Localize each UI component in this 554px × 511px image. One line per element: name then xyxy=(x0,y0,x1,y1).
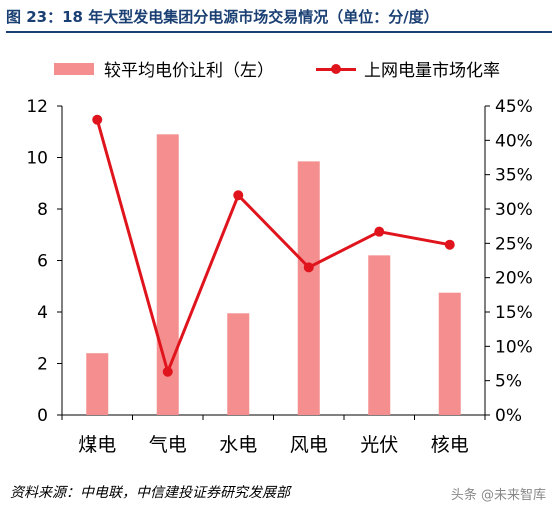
bar-气电 xyxy=(156,134,179,415)
y-left-tick-label: 12 xyxy=(26,97,48,117)
chart-title: 图 23：18 年大型发电集团分电源市场交易情况（单位：分/度） xyxy=(6,8,439,26)
y-left-tick-label: 8 xyxy=(37,200,48,220)
y-right-tick-label: 35% xyxy=(495,166,533,186)
y-left-tick-label: 10 xyxy=(26,149,48,169)
y-left-tick-label: 0 xyxy=(37,406,48,426)
title-underline xyxy=(6,31,552,33)
line-point-光伏 xyxy=(374,226,385,237)
bar-风电 xyxy=(297,161,320,415)
line-series-path xyxy=(95,119,451,374)
x-tick-label: 核电 xyxy=(431,434,469,456)
x-tick-label: 水电 xyxy=(219,434,257,456)
watermark: 头条 @未来智库 xyxy=(450,488,546,503)
y-right-tick-label: 25% xyxy=(495,234,533,254)
chart-legend: 较平均电价让利（左） 上网电量市场化率 xyxy=(0,56,554,81)
x-tick-label: 煤电 xyxy=(78,434,116,456)
legend-item-bar: 较平均电价让利（左） xyxy=(54,56,274,81)
legend-label-bar: 较平均电价让利（左） xyxy=(104,61,274,81)
x-tick-label: 气电 xyxy=(149,434,187,456)
legend-label-line: 上网电量市场化率 xyxy=(364,61,500,81)
line-point-风电 xyxy=(303,262,314,273)
bar-煤电 xyxy=(86,353,109,415)
y-right-tick-label: 15% xyxy=(495,303,533,323)
y-left-tick-label: 2 xyxy=(37,355,48,375)
source-note: 资料来源：中电联，中信建投证券研究发展部 xyxy=(10,485,290,501)
y-right-tick-label: 45% xyxy=(495,97,533,117)
x-tick-label: 光伏 xyxy=(360,434,398,456)
bar-核电 xyxy=(438,292,461,415)
y-right-tick-label: 10% xyxy=(495,337,533,357)
x-tick-label: 风电 xyxy=(290,434,328,456)
y-right-tick-label: 40% xyxy=(495,131,533,151)
bar-水电 xyxy=(227,313,250,415)
line-point-气电 xyxy=(162,366,173,377)
y-left-tick-label: 6 xyxy=(37,252,48,272)
y-right-tick-label: 20% xyxy=(495,269,533,289)
y-right-tick-label: 5% xyxy=(495,372,522,392)
legend-line-swatch xyxy=(316,62,356,76)
legend-bar-swatch xyxy=(54,62,94,75)
y-right-tick-label: 30% xyxy=(495,200,533,220)
line-point-煤电 xyxy=(92,114,103,125)
bar-光伏 xyxy=(368,255,391,415)
line-point-核电 xyxy=(444,239,455,250)
y-left-tick-label: 4 xyxy=(37,303,48,323)
line-point-水电 xyxy=(233,190,244,201)
legend-item-line: 上网电量市场化率 xyxy=(316,56,500,81)
y-right-tick-label: 0% xyxy=(495,406,522,426)
